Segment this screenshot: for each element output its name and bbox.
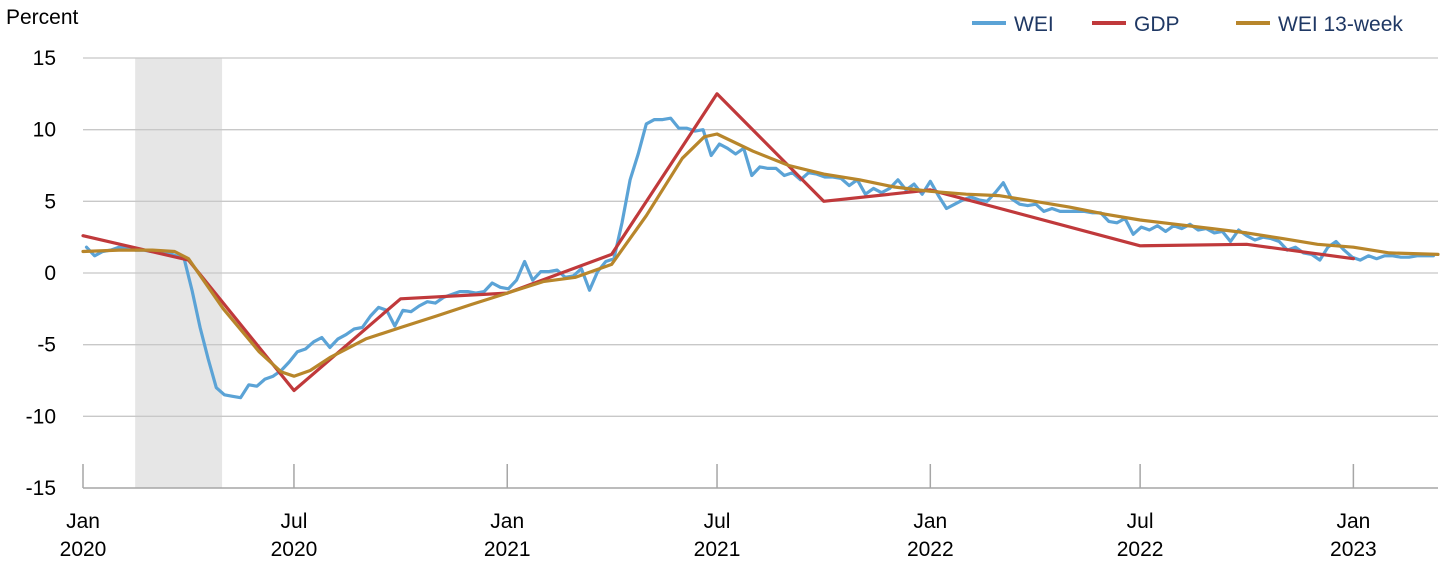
x-tick-labels: Jan 2020 Jul 2020 Jan 2021 Jul 2021 Jan 2022 Jul 20…: [60, 510, 1377, 561]
x-tick-label-year: 2021: [484, 538, 531, 561]
series-line-gdp: [81, 92, 1355, 393]
x-tick-label-year: 2020: [60, 538, 107, 561]
x-tick-label-month: Jan: [913, 510, 947, 533]
x-tick-label-month: Jan: [1336, 510, 1370, 533]
x-tick-label-year: 2022: [907, 538, 954, 561]
x-tick-label-month: Jan: [66, 510, 100, 533]
x-tick-label-month: Jan: [490, 510, 524, 533]
x-axis: [82, 464, 1438, 489]
y-tick-label: 15: [33, 47, 56, 70]
x-tick-label-year: 2022: [1117, 538, 1164, 561]
legend: WEI GDP WEI 13-week: [972, 13, 1403, 36]
series-lines: [81, 92, 1440, 400]
y-axis-label: Percent: [6, 6, 79, 29]
x-tick-label-year: 2020: [271, 538, 318, 561]
legend-label: WEI: [1014, 13, 1054, 36]
x-tick-label-year: 2023: [1330, 538, 1377, 561]
x-tick-label-month: Jul: [1127, 510, 1154, 533]
x-tick-label-month: Jul: [281, 510, 308, 533]
gridlines: [83, 57, 1438, 417]
y-tick-label: 0: [44, 262, 56, 285]
y-tick-label: -10: [26, 405, 56, 428]
y-tick-label: 5: [44, 190, 56, 213]
series-line-wei-13-week: [81, 132, 1440, 378]
legend-label: GDP: [1134, 13, 1180, 36]
series-line-wei: [84, 116, 1435, 400]
y-tick-label: -15: [26, 477, 56, 500]
y-tick-label: -5: [37, 334, 56, 357]
x-tick-label-year: 2021: [694, 538, 741, 561]
y-tick-labels: 15 10 5 0 -5 -10 -15: [26, 47, 56, 500]
y-tick-label: 10: [33, 119, 56, 142]
x-tick-label-month: Jul: [704, 510, 731, 533]
legend-label: WEI 13-week: [1278, 13, 1403, 36]
